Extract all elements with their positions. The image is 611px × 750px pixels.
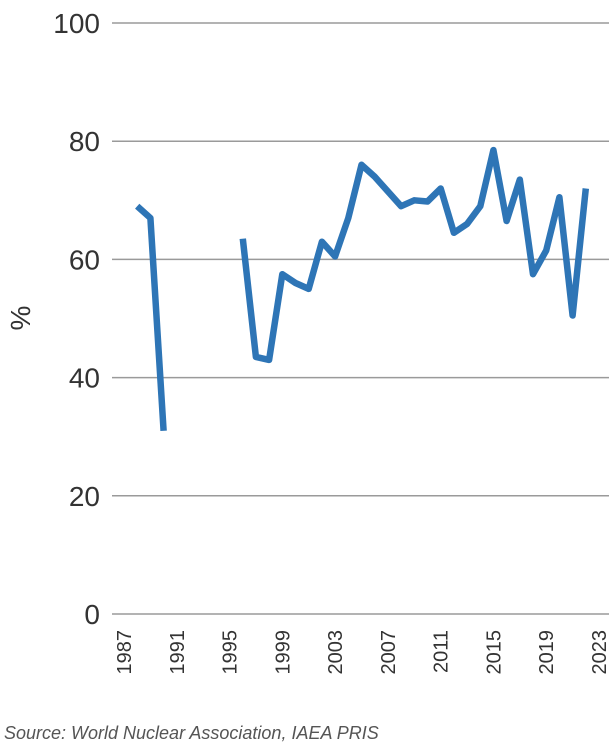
x-tick-label: 2023	[589, 630, 611, 675]
x-axis-ticks: 1987 1991 1995 1999 2003 2007 2011 2015 2019 2023	[114, 630, 611, 675]
x-tick-label: 2007	[378, 630, 400, 675]
x-tick-label: 2011	[431, 630, 453, 673]
source-note: Source: World Nuclear Association, IAEA …	[4, 723, 379, 743]
y-tick-label: 80	[69, 126, 100, 157]
x-tick-label: 1991	[167, 630, 189, 675]
x-tick-label: 1995	[220, 630, 242, 675]
y-tick-label: 40	[69, 363, 100, 394]
y-tick-label: 0	[84, 599, 100, 630]
series-line-segment	[239, 146, 590, 364]
x-tick-label: 2003	[325, 630, 347, 675]
gridlines	[112, 22, 609, 615]
y-tick-label: 100	[53, 8, 100, 39]
y-tick-label: 20	[69, 481, 100, 512]
series-line-segment	[135, 203, 167, 432]
y-tick-label: 60	[69, 244, 100, 275]
x-tick-label: 2019	[536, 630, 558, 675]
x-tick-label: 2015	[483, 630, 505, 675]
series-layer	[135, 146, 590, 432]
x-tick-label: 1987	[114, 630, 136, 675]
x-tick-label: 1999	[272, 630, 294, 675]
y-axis-label: %	[5, 306, 36, 331]
y-axis-ticks: 0 20 40 60 80 100	[53, 8, 100, 630]
